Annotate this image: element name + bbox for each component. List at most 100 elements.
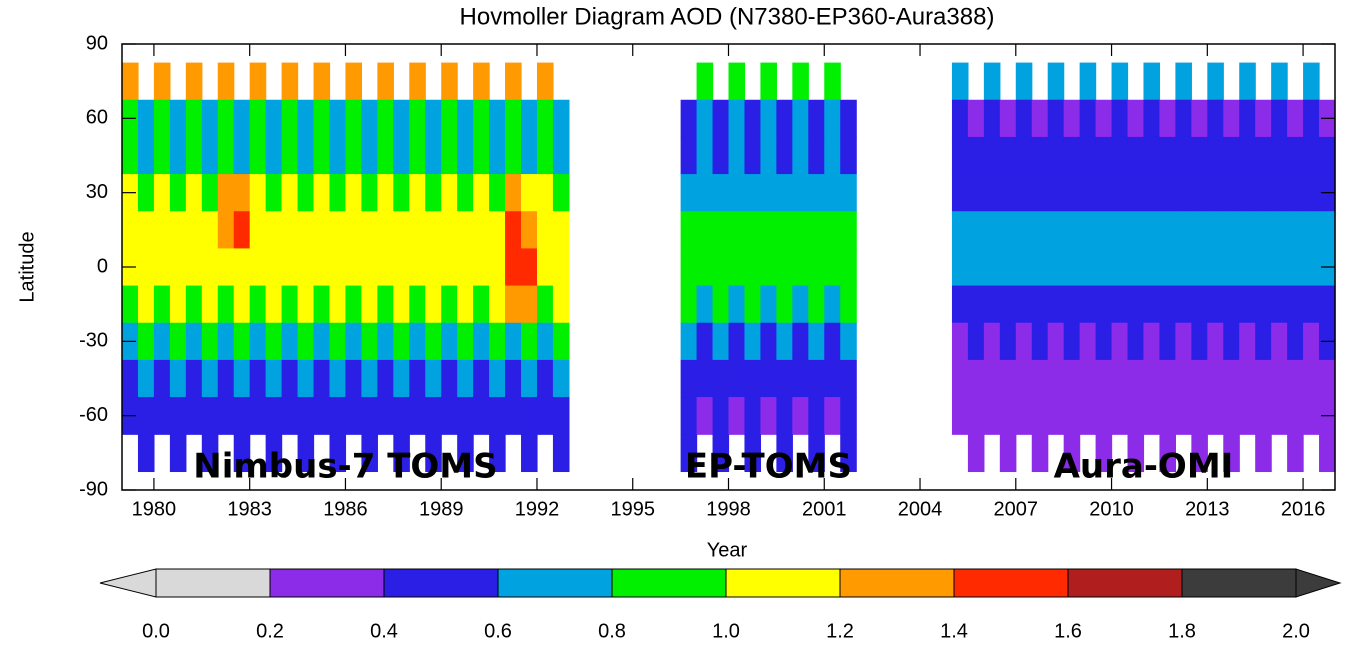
field-cell xyxy=(329,136,347,175)
field-cell xyxy=(185,136,203,175)
field-cell xyxy=(361,174,378,212)
field-cell xyxy=(217,136,235,175)
field-cell xyxy=(409,322,426,361)
colorbar-label: 1.4 xyxy=(940,620,968,642)
field-cell xyxy=(824,99,841,138)
field-cell xyxy=(521,359,538,398)
field-cell xyxy=(552,434,570,473)
field-cell xyxy=(1063,285,1081,324)
colorbar-label: 2.0 xyxy=(1282,620,1310,642)
field-cell xyxy=(425,99,442,138)
field-cell xyxy=(824,397,841,435)
field-cell xyxy=(281,248,299,287)
field-cell xyxy=(185,62,203,101)
field-cell xyxy=(169,397,187,435)
field-cell xyxy=(361,211,378,250)
field-cell xyxy=(792,248,809,287)
field-cell xyxy=(521,136,538,175)
field-cell xyxy=(409,136,426,175)
field-cell xyxy=(1175,211,1192,250)
field-cell xyxy=(776,211,793,250)
field-cell xyxy=(967,322,985,361)
field-cell xyxy=(265,248,283,287)
field-cell xyxy=(760,359,777,398)
field-cell xyxy=(249,397,267,435)
field-cell xyxy=(1255,248,1272,287)
field-cell xyxy=(1031,359,1049,398)
field-cell xyxy=(1223,248,1240,287)
field-cell xyxy=(505,62,522,101)
field-cell xyxy=(760,174,777,212)
field-cell xyxy=(329,285,347,324)
field-cell xyxy=(377,62,394,101)
field-cell xyxy=(489,322,506,361)
field-cell xyxy=(983,248,1001,287)
field-cell xyxy=(1143,136,1161,175)
field-cell xyxy=(457,174,474,212)
field-cell xyxy=(297,285,315,324)
field-cell xyxy=(122,62,139,101)
field-cell xyxy=(393,397,410,435)
x-tick-label: 1995 xyxy=(610,498,655,520)
field-cell xyxy=(536,136,554,175)
field-cell xyxy=(233,322,251,361)
field-cell xyxy=(1191,285,1208,324)
x-tick-label: 2013 xyxy=(1185,498,1230,520)
field-cell xyxy=(1207,99,1224,138)
field-cell xyxy=(951,285,969,324)
field-cell xyxy=(1143,211,1161,250)
field-cell xyxy=(1095,136,1113,175)
field-cell xyxy=(281,136,299,175)
field-cell xyxy=(728,285,746,324)
field-cell xyxy=(1287,322,1304,361)
field-cell xyxy=(840,174,857,212)
field-cell xyxy=(680,174,698,212)
field-cell xyxy=(137,174,155,212)
field-cell xyxy=(137,248,155,287)
field-cell xyxy=(999,99,1017,138)
field-cell xyxy=(441,211,458,250)
field-cell xyxy=(951,322,969,361)
field-cell xyxy=(1079,136,1097,175)
field-cell xyxy=(728,174,746,212)
field-cell xyxy=(1047,285,1065,324)
field-cell xyxy=(265,211,283,250)
field-cell xyxy=(1271,285,1288,324)
field-cell xyxy=(409,248,426,287)
field-cell xyxy=(840,136,857,175)
field-cell xyxy=(393,99,410,138)
field-cell xyxy=(1143,397,1161,435)
field-cell xyxy=(840,211,857,250)
field-cell xyxy=(425,434,442,473)
field-cell xyxy=(409,397,426,435)
x-tick-label: 1989 xyxy=(419,498,464,520)
field-cell xyxy=(313,248,331,287)
field-cell xyxy=(473,62,490,101)
x-tick-label: 1983 xyxy=(227,498,272,520)
field-cell xyxy=(1031,397,1049,435)
field-cell xyxy=(1223,136,1240,175)
field-cell xyxy=(967,99,985,138)
field-cell xyxy=(983,62,1001,101)
field-cell xyxy=(1223,211,1240,250)
field-cell xyxy=(489,397,506,435)
field-cell xyxy=(840,285,857,324)
field-cell xyxy=(361,136,378,175)
field-cell xyxy=(1303,99,1320,138)
field-cell xyxy=(489,434,506,473)
field-cell xyxy=(1191,322,1208,361)
field-cell xyxy=(536,99,554,138)
field-cell xyxy=(536,248,554,287)
field-cell xyxy=(983,99,1001,138)
field-cell xyxy=(457,397,474,435)
dataset-label: Aura-OMI xyxy=(1054,447,1234,487)
field-cell xyxy=(983,285,1001,324)
x-axis-label: Year xyxy=(707,539,748,561)
field-cell xyxy=(792,62,809,101)
field-cell xyxy=(712,174,730,212)
field-cell xyxy=(951,174,969,212)
field-cell xyxy=(744,174,762,212)
field-cell xyxy=(1095,248,1113,287)
field-cell xyxy=(792,99,809,138)
field-cell xyxy=(297,434,315,473)
